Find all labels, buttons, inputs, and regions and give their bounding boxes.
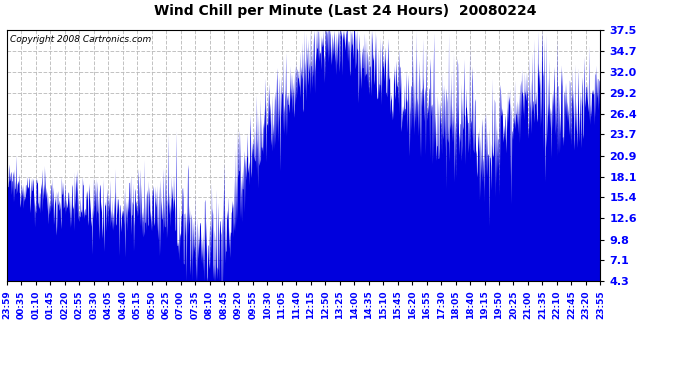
Text: Copyright 2008 Cartronics.com: Copyright 2008 Cartronics.com bbox=[10, 35, 151, 44]
Text: Wind Chill per Minute (Last 24 Hours)  20080224: Wind Chill per Minute (Last 24 Hours) 20… bbox=[154, 4, 536, 18]
